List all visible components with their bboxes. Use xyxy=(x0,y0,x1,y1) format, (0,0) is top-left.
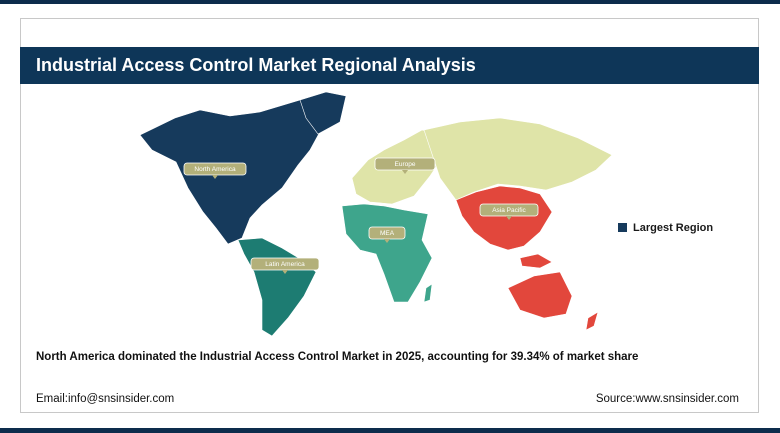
region-shape xyxy=(507,271,573,319)
region-tag: Asia Pacific xyxy=(479,203,539,220)
caption: North America dominated the Industrial A… xyxy=(36,351,639,363)
region-shape xyxy=(237,237,317,337)
bottom-bar xyxy=(0,428,780,433)
tag-pointer xyxy=(212,175,218,179)
tag-pointer xyxy=(282,270,288,274)
tag-pointer xyxy=(384,239,390,243)
region-shape xyxy=(341,203,433,303)
region-label: Asia Pacific xyxy=(492,207,526,214)
region-tag: Europe xyxy=(374,157,436,174)
region-tag: North America xyxy=(183,162,247,179)
region-shape xyxy=(585,311,599,331)
region-shape xyxy=(423,283,433,303)
region-tag: Latin America xyxy=(250,257,320,274)
title: Industrial Access Control Market Regiona… xyxy=(20,47,759,84)
region-shape xyxy=(455,185,553,251)
top-bar xyxy=(0,0,780,4)
legend-swatch xyxy=(618,223,627,232)
legend-label: Largest Region xyxy=(633,222,713,234)
source: Source:www.snsinsider.com xyxy=(595,393,739,405)
tag-pointer xyxy=(402,170,408,174)
email: Email:info@snsinsider.com xyxy=(36,393,175,405)
region-shape xyxy=(299,91,347,135)
region-tag: MEA xyxy=(368,226,406,243)
region-label: Latin America xyxy=(265,261,305,268)
region-label: Europe xyxy=(395,161,416,168)
region-shape xyxy=(519,253,553,269)
card xyxy=(20,18,759,413)
tag-pointer xyxy=(506,216,512,220)
region-label: North America xyxy=(194,166,236,173)
region-label: MEA xyxy=(380,230,395,237)
